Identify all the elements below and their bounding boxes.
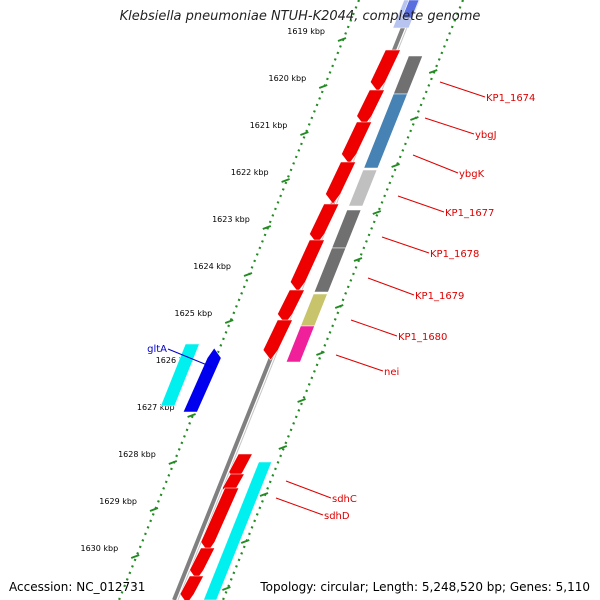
feature-dark-gray — [331, 209, 362, 249]
gene-leader-line — [275, 497, 324, 516]
tick-mark — [130, 554, 140, 559]
gene-leader-line — [350, 319, 398, 337]
gene-leader-line — [439, 81, 486, 98]
tick-mark — [278, 445, 288, 450]
tick-mark — [334, 304, 344, 309]
tick-mark — [243, 272, 253, 277]
gene-leader-line — [424, 117, 475, 135]
tick-mark — [337, 37, 347, 42]
tick-label: 1627 kbp — [137, 403, 175, 412]
map-title: Klebsiella pneumoniae NTUH-K2044, comple… — [119, 9, 481, 24]
tick-mark — [410, 116, 419, 121]
tick-label: 1620 kbp — [268, 74, 306, 83]
feature-light-gray — [348, 169, 378, 207]
gene-leader-line — [167, 348, 213, 368]
cds-forward — [179, 575, 205, 600]
tick-mark — [391, 163, 400, 168]
tick-label: 1623 kbp — [212, 215, 250, 224]
tick-mark — [149, 507, 159, 512]
tick-mark — [222, 586, 231, 591]
topology-text: Topology: circular; Length: 5,248,520 bp… — [260, 580, 590, 594]
feature-dark-gray — [392, 55, 424, 95]
gene-label: sdhD — [324, 511, 350, 522]
tick-mark — [168, 460, 178, 465]
gene-leader-line — [335, 354, 384, 372]
tick-mark — [262, 225, 272, 230]
tick-label: 1622 kbp — [231, 168, 269, 177]
cds-forward — [341, 121, 373, 165]
gene-label: KP1_1678 — [430, 249, 479, 260]
tick-label: 1629 kbp — [99, 497, 137, 506]
gene-label: KP1_1677 — [445, 208, 494, 219]
tick-mark — [297, 398, 306, 403]
cds-forward — [325, 161, 357, 205]
gene-leader-line — [397, 195, 445, 213]
tick-mark — [224, 319, 234, 324]
cds-forward — [309, 203, 340, 245]
tick-mark — [259, 492, 269, 497]
accession-text: Accession: NC_012731 — [9, 580, 146, 594]
tick-label: 1619 kbp — [287, 27, 325, 36]
tick-mark — [428, 69, 438, 74]
feature-dark-gray — [313, 247, 347, 293]
tick-mark — [316, 351, 325, 356]
tick-label: 1628 kbp — [118, 450, 156, 459]
tick-mark — [318, 84, 328, 89]
gene-block-partial — [401, 0, 420, 19]
tick-label: 1630 kbp — [80, 544, 118, 553]
tick-mark — [281, 178, 290, 183]
gene-label: KP1_1679 — [415, 291, 464, 302]
feature-steel-blue — [363, 93, 408, 169]
feature-cyan — [203, 461, 273, 600]
cds-forward — [200, 487, 240, 553]
cds-forward — [262, 319, 293, 361]
gene-label: nei — [384, 367, 399, 378]
gene-label: ybgJ — [475, 130, 497, 141]
tick-mark — [353, 257, 363, 262]
tick-ruler-inner — [117, 0, 361, 600]
gene-label: KP1_1680 — [398, 332, 447, 343]
tick-label: 1626 kbp — [156, 356, 194, 365]
tick-label: 1625 kbp — [174, 309, 212, 318]
gene-label: ybgK — [459, 169, 485, 180]
tick-mark — [300, 131, 309, 136]
gene-label: sdhC — [332, 494, 357, 505]
tick-mark — [187, 413, 196, 418]
cds-forward — [289, 239, 325, 293]
cds-forward — [369, 49, 401, 93]
gene-leader-line — [412, 154, 459, 174]
feature-cyan — [160, 343, 200, 407]
tick-mark — [372, 210, 382, 215]
gene-leader-line — [381, 236, 430, 254]
tick-ruler-outer — [221, 0, 465, 600]
gene-label: KP1_1674 — [486, 93, 535, 104]
cds-gltA — [182, 347, 222, 413]
feature-magenta — [285, 325, 316, 363]
gene-leader-line — [285, 480, 332, 499]
cds-forward — [356, 89, 385, 127]
gene-leader-line — [367, 277, 415, 296]
feature-olive — [300, 293, 328, 327]
cds-forward — [277, 289, 305, 325]
tick-mark — [240, 539, 250, 544]
gene-label: gltA — [147, 344, 167, 355]
tick-label: 1624 kbp — [193, 262, 231, 271]
cds-forward — [189, 547, 216, 581]
tick-label: 1621 kbp — [250, 121, 288, 130]
